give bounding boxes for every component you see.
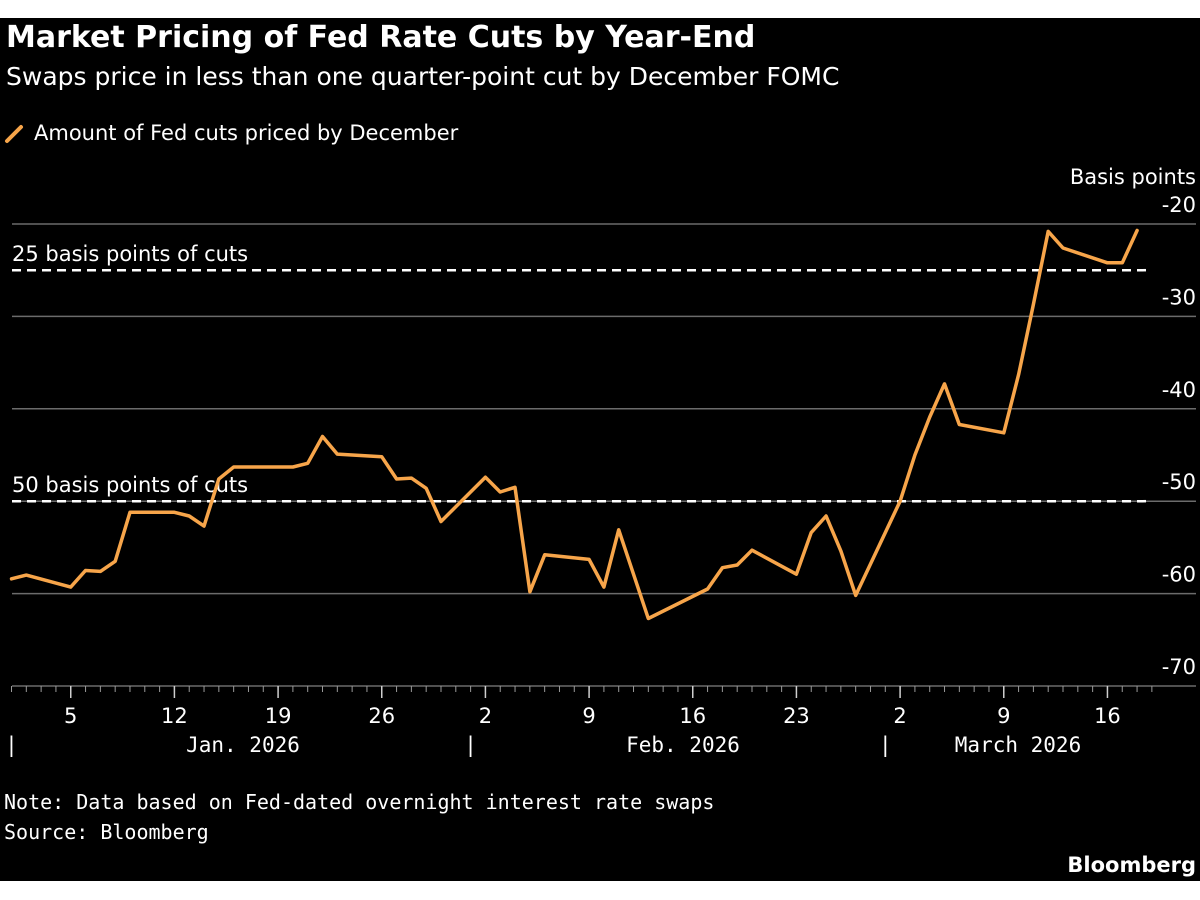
x-tick-label: 23 [783,704,810,728]
legend-label: Amount of Fed cuts priced by December [34,121,459,145]
axes: -20 -30 -40 -50 -60 -70 Basis points 5 12 19 26 2 9 1… [5,165,1196,758]
x-tick-label: 5 [64,704,77,728]
y-tick-label: -30 [1162,285,1196,309]
series-layer [9,228,1139,621]
chart-panel: Market Pricing of Fed Rate Cuts by Year-… [0,18,1200,881]
grid-layer [12,223,1196,687]
x-tick-label: 16 [679,704,706,728]
x-tick-label: 19 [265,704,292,728]
month-separator: | [464,733,477,758]
y-tick-label: -50 [1162,470,1196,494]
month-separator: | [879,733,892,758]
month-separator: | [5,733,18,758]
legend-line-swatch [5,125,23,143]
chart-subtitle: Swaps price in less than one quarter-poi… [6,62,840,91]
y-tick-label: -20 [1162,193,1196,217]
reference-line-label: 25 basis points of cuts [12,242,248,266]
x-tick-label: 9 [582,704,595,728]
x-month-label: March 2026 [955,733,1081,757]
series-line [9,228,1139,621]
reference-line-label: 50 basis points of cuts [12,473,248,497]
y-tick-label: -60 [1162,563,1196,587]
chart-note: Note: Data based on Fed-dated overnight … [4,790,715,814]
y-axis-label: Basis points [1070,165,1196,189]
x-tick-label: 26 [368,704,395,728]
x-tick-label: 2 [893,704,906,728]
reference-lines: 25 basis points of cuts 50 basis points o… [12,242,1148,503]
x-month-label: Feb. 2026 [626,733,740,757]
x-tick-label: 2 [479,704,492,728]
x-tick-label: 12 [161,704,188,728]
chart-source: Source: Bloomberg [4,820,209,844]
x-tick-label: 9 [997,704,1010,728]
y-tick-label: -40 [1162,378,1196,402]
x-month-label: Jan. 2026 [186,733,300,757]
y-tick-label: -70 [1162,655,1196,679]
brand-logo: Bloomberg [1067,853,1196,877]
legend: Amount of Fed cuts priced by December [4,118,458,148]
x-tick-label: 16 [1094,704,1121,728]
chart-title: Market Pricing of Fed Rate Cuts by Year-… [6,20,756,55]
